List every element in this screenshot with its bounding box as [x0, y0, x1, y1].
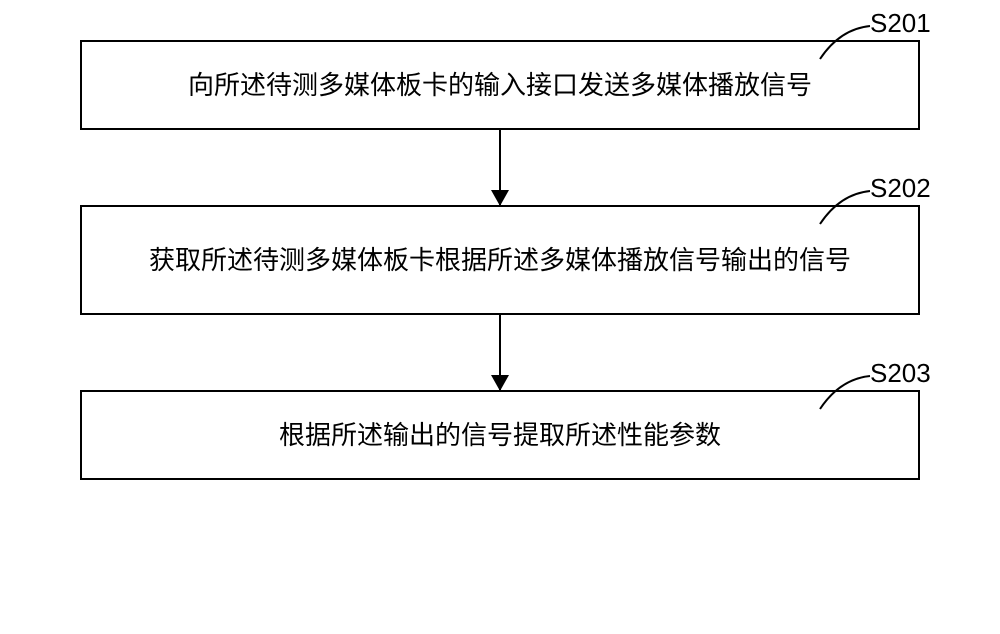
arrow-container: [80, 130, 920, 205]
arrow-container: [80, 315, 920, 390]
step-box: 获取所述待测多媒体板卡根据所述多媒体播放信号输出的信号: [80, 205, 920, 315]
label-curve-icon: [815, 374, 875, 414]
step-s203: S203 根据所述输出的信号提取所述性能参数: [80, 390, 920, 480]
step-text: 获取所述待测多媒体板卡根据所述多媒体播放信号输出的信号: [149, 241, 851, 280]
arrow-down-icon: [499, 130, 501, 205]
step-s202: S202 获取所述待测多媒体板卡根据所述多媒体播放信号输出的信号: [80, 205, 920, 315]
step-box: 向所述待测多媒体板卡的输入接口发送多媒体播放信号: [80, 40, 920, 130]
label-text: S203: [870, 358, 931, 388]
step-label-s202: S202: [870, 173, 931, 204]
step-s201: S201 向所述待测多媒体板卡的输入接口发送多媒体播放信号: [80, 40, 920, 130]
step-box: 根据所述输出的信号提取所述性能参数: [80, 390, 920, 480]
step-text: 根据所述输出的信号提取所述性能参数: [279, 416, 721, 455]
step-label-s203: S203: [870, 358, 931, 389]
label-text: S201: [870, 8, 931, 38]
step-text: 向所述待测多媒体板卡的输入接口发送多媒体播放信号: [188, 66, 812, 105]
flowchart-container: S201 向所述待测多媒体板卡的输入接口发送多媒体播放信号 S202 获取所述待…: [80, 40, 920, 480]
arrow-down-icon: [499, 315, 501, 390]
step-label-s201: S201: [870, 8, 931, 39]
label-curve-icon: [815, 189, 875, 229]
label-curve-icon: [815, 24, 875, 64]
label-text: S202: [870, 173, 931, 203]
